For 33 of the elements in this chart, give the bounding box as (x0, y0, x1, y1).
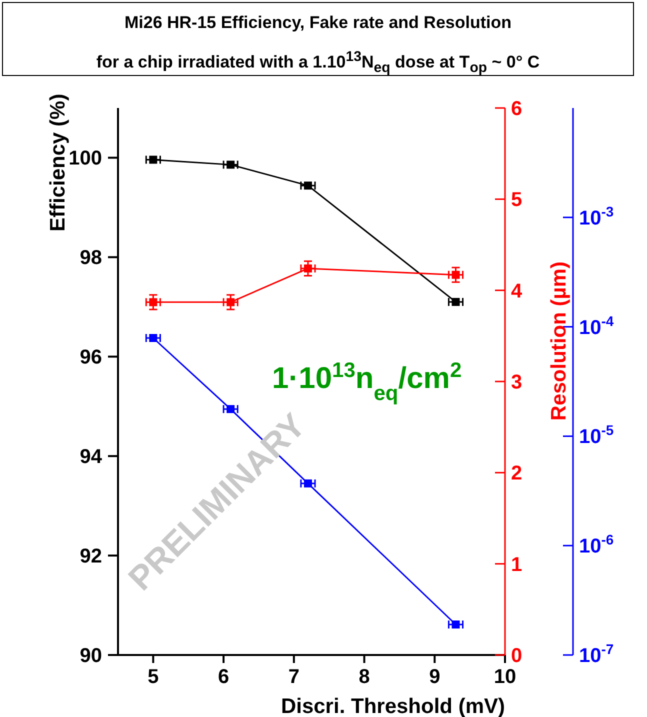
y2-tick-label: 5 (511, 189, 522, 212)
y-tick-label: 90 (80, 645, 102, 667)
y3-tick-label: 10$^{-7}$ (579, 641, 614, 667)
y-tick-label: 92 (80, 546, 102, 568)
x-tick-label: 10 (494, 666, 516, 688)
point (304, 479, 312, 488)
y-axis-title: Efficiency (%) (46, 94, 70, 232)
x-tick-label: 9 (429, 666, 440, 688)
y-tick-label: 98 (80, 247, 102, 270)
chart-title: Mi26 HR-15 Efficiency, Fake rate and Resolution (123, 12, 512, 34)
y2-tick-label: 6 (511, 98, 522, 120)
y2-tick-label: 1 (511, 554, 522, 576)
y2-axis-title: Resolution (µm) (547, 262, 570, 421)
y3-tick-label: 10$^{-5}$ (579, 422, 614, 448)
y2-tick-label: 0 (511, 645, 522, 667)
y-tick-label: 100 (68, 148, 102, 170)
x-tick-label: 7 (288, 666, 300, 688)
x-tick-label: 8 (358, 666, 370, 688)
x-tick-label: 5 (148, 666, 159, 688)
y3-tick-label: 10$^{-4}$ (579, 312, 614, 339)
chart-subtitle: for a chip irradiated with a 1.10$^{13}$N$_{eq}$ dose at T$_{op}$ ~ 0° C (95, 48, 541, 78)
y2-tick-label: 2 (511, 462, 522, 485)
annotation: 1·10$^{13}$n$_{eq}$/cm$^{2}$ (272, 358, 462, 404)
y2-tick-label: 3 (511, 372, 522, 394)
y3-tick-label: 10$^{-6}$ (579, 532, 614, 558)
y3-tick-label: 10$^{-3}$ (579, 203, 614, 230)
x-axis-title: Discri. Threshold (mV) (280, 695, 505, 717)
point (452, 620, 460, 629)
x-tick-label: 6 (218, 666, 230, 688)
y-tick-label: 96 (80, 346, 102, 369)
y2-tick-label: 4 (511, 280, 523, 302)
y-tick-label: 94 (80, 446, 103, 468)
point (149, 334, 158, 342)
